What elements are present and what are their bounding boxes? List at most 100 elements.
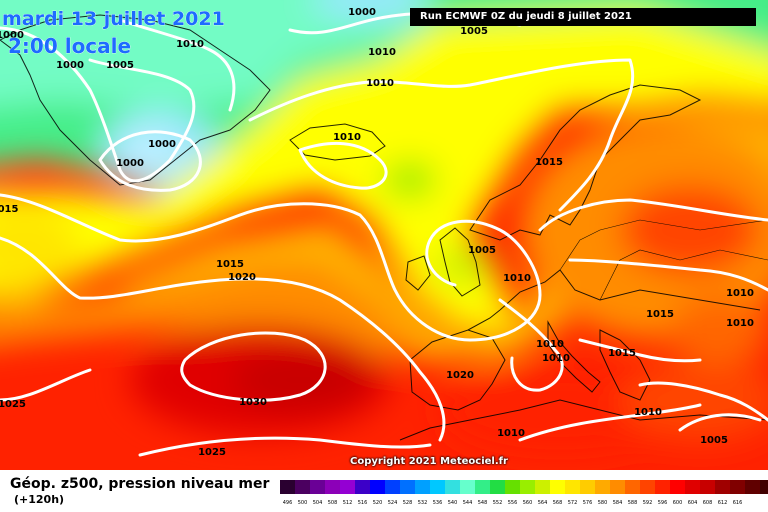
pressure-labels: 1000 1005 1010 1000 1005 1000 1000 1010 1010 1000… <box>0 7 754 458</box>
isobar-label-p12: 015 <box>0 204 18 215</box>
isobar-label-p6: 1000 <box>56 60 84 71</box>
scale-tick-label: 564 <box>537 500 548 506</box>
scale-swatch <box>745 480 760 494</box>
scale-swatch <box>400 480 415 494</box>
scale-swatch <box>340 480 355 494</box>
scale-tick-label: 540 <box>447 500 458 506</box>
scale-swatch <box>730 480 745 494</box>
isobar-label-p17: 1015 <box>646 309 674 320</box>
scale-swatch <box>535 480 550 494</box>
isobar-label-p10: 1000 <box>116 158 144 169</box>
scale-swatch <box>550 480 565 494</box>
isobar-label-p13: 1015 <box>216 259 244 270</box>
lead-time: (+120h) <box>14 493 65 506</box>
isobar-label-p3: 1010 <box>176 39 204 50</box>
model-run-banner: Run ECMWF 0Z du jeudi 8 juillet 2021 <box>410 8 756 26</box>
scale-swatch <box>580 480 595 494</box>
isobar-label-p23: 1030 <box>239 397 267 408</box>
isobar-label-p11: 1015 <box>535 157 563 168</box>
scale-tick-label: 532 <box>417 500 428 506</box>
isobar-label-p5: 1005 <box>106 60 134 71</box>
scale-tick-label: 508 <box>327 500 338 506</box>
isobar-label-p4: 1000 <box>0 30 24 41</box>
scale-swatch <box>715 480 730 494</box>
scale-tick-label: 552 <box>492 500 503 506</box>
scale-tick-label: 608 <box>702 500 713 506</box>
scale-tick-label: 520 <box>372 500 383 506</box>
scale-swatch <box>505 480 520 494</box>
scale-tick-label: 544 <box>462 500 473 506</box>
scale-swatch <box>610 480 625 494</box>
isobar-label-p25: 1025 <box>198 447 226 458</box>
scale-swatch <box>445 480 460 494</box>
scale-swatch <box>430 480 445 494</box>
scale-tick-label: 496 <box>282 500 293 506</box>
scale-swatch <box>670 480 685 494</box>
isobar-label-p28: 1005 <box>700 435 728 446</box>
isobar-label-p29: 1010 <box>726 288 754 299</box>
scale-tick-label: 576 <box>582 500 593 506</box>
scale-tick-label: 572 <box>567 500 578 506</box>
isobar-label-p7: 1000 <box>148 139 176 150</box>
variable-title: Géop. z500, pression niveau mer <box>10 476 270 492</box>
forecast-time: 2:00 locale <box>8 34 132 59</box>
isobar-label-p1: 1000 <box>348 7 376 18</box>
isobar-label-p15: 1005 <box>468 245 496 256</box>
scale-swatch <box>640 480 655 494</box>
isobar-label-p27: 1010 <box>497 428 525 439</box>
scale-tick-label: 604 <box>687 500 698 506</box>
scale-swatch <box>325 480 340 494</box>
scale-tick-label: 600 <box>672 500 683 506</box>
scale-tick-label: 504 <box>312 500 323 506</box>
scale-swatch <box>295 480 310 494</box>
scale-swatch <box>370 480 385 494</box>
isobar-label-p14: 1020 <box>228 272 256 283</box>
scale-tick-label: 568 <box>552 500 563 506</box>
scale-tick-label: 524 <box>387 500 398 506</box>
scale-tick-label: 528 <box>402 500 413 506</box>
isobar-label-p26: 1010 <box>634 407 662 418</box>
isobar-label-p22: 1020 <box>446 370 474 381</box>
copyright-text: Copyright 2021 Meteociel.fr <box>350 456 508 467</box>
isobar-label-p2: 1005 <box>460 26 488 37</box>
scale-tick-label: 512 <box>342 500 353 506</box>
scale-swatch <box>625 480 640 494</box>
scale-tick-label: 588 <box>627 500 638 506</box>
scale-swatch <box>280 480 295 494</box>
isobar-label-p8: 1010 <box>366 78 394 89</box>
isobar-label-p24: 1025 <box>0 399 26 410</box>
scale-swatch <box>565 480 580 494</box>
scale-swatch <box>655 480 670 494</box>
scale-swatch <box>460 480 475 494</box>
isobar-label-p19: 1010 <box>536 339 564 350</box>
scale-tick-label: 548 <box>477 500 488 506</box>
scale-tick-label: 616 <box>732 500 743 506</box>
isobar-label-p30: 1010 <box>368 47 396 58</box>
scale-swatch <box>595 480 610 494</box>
isobars <box>0 12 768 457</box>
scale-tick-label: 560 <box>522 500 533 506</box>
scale-swatch <box>385 480 400 494</box>
scale-swatch <box>490 480 505 494</box>
scale-tick-label: 516 <box>357 500 368 506</box>
scale-swatch <box>355 480 370 494</box>
scale-tick-label: 592 <box>642 500 653 506</box>
isobar-label-p18: 1010 <box>726 318 754 329</box>
isobar-label-p20: 1010 <box>542 353 570 364</box>
geopotential-map: 1000 1005 1010 1000 1005 1000 1000 1010 1010 1000… <box>0 0 768 470</box>
isobar-label-p9: 1010 <box>333 132 361 143</box>
scale-tick-label: 584 <box>612 500 623 506</box>
forecast-date: mardi 13 juillet 2021 <box>2 8 225 31</box>
scale-swatch <box>760 480 768 494</box>
scale-tick-label: 580 <box>597 500 608 506</box>
scale-swatch <box>520 480 535 494</box>
scale-swatch <box>310 480 325 494</box>
color-scale <box>280 480 768 494</box>
scale-swatch <box>475 480 490 494</box>
scale-tick-label: 556 <box>507 500 518 506</box>
scale-tick-label: 612 <box>717 500 728 506</box>
isobar-label-p21: 1015 <box>608 348 636 359</box>
isobar-label-p16: 1010 <box>503 273 531 284</box>
color-scale-ticks: 496 500 504 508 512 516 520 524 528 532 536 540 544 5… <box>280 500 745 506</box>
